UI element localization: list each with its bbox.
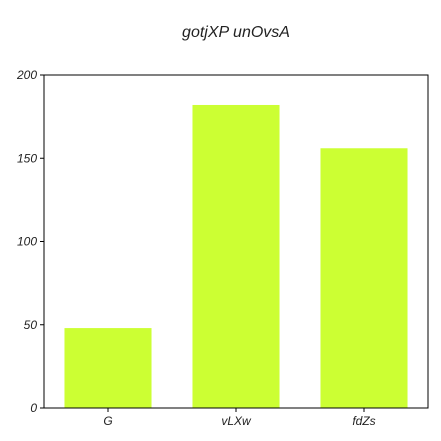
y-axis: 0 50 100 150 200 <box>16 68 44 415</box>
x-tick-label: fdZs <box>352 414 375 428</box>
y-tick-label: 150 <box>17 151 37 165</box>
x-tick-label: vLXw <box>221 414 252 428</box>
plot-frame <box>43 74 429 409</box>
y-tick-label: 100 <box>17 235 37 249</box>
bar-G <box>64 328 152 408</box>
chart-title: gotjXP unOvsA <box>182 24 290 41</box>
y-tick-label: 200 <box>16 68 37 82</box>
x-tick-label: G <box>103 414 112 428</box>
bars-layer <box>64 104 408 408</box>
bar-vLXw <box>192 104 280 408</box>
y-tick-label: 50 <box>24 318 38 332</box>
bar-fdZs <box>320 148 408 408</box>
y-tick-label: 0 <box>30 401 37 415</box>
